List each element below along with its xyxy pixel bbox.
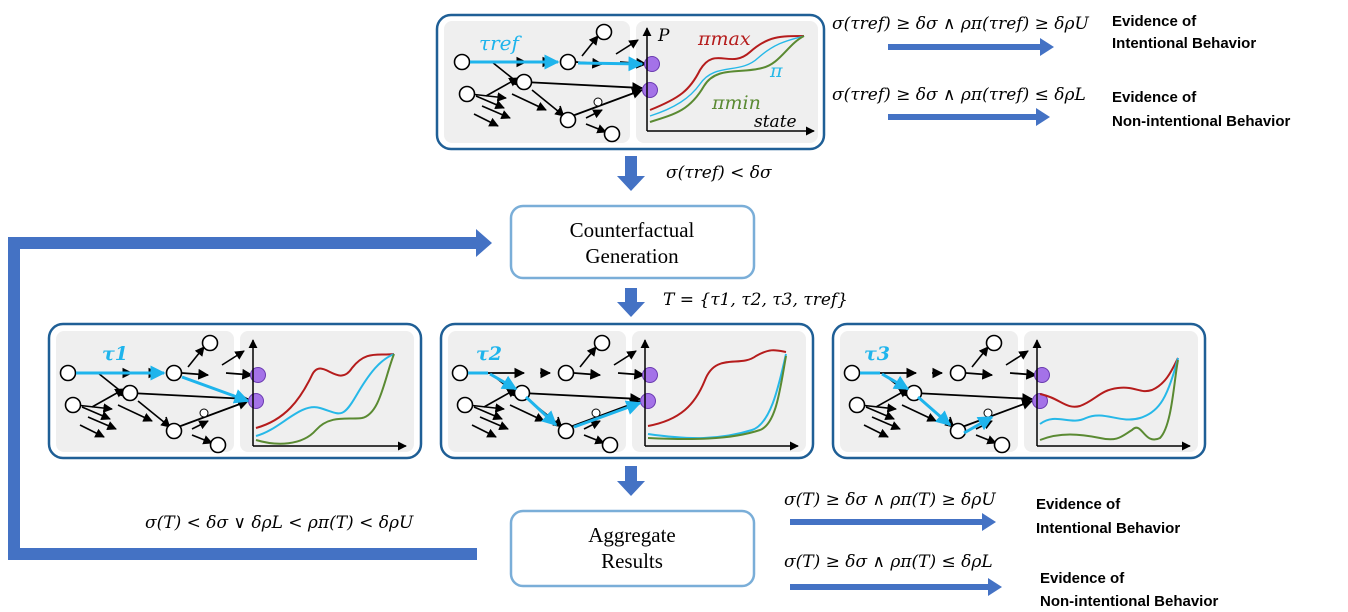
top-arrow-non-intentional [888,108,1050,126]
panel-1-trajectory-label: τ1 [102,343,128,365]
panel-3-curve-pi [1039,357,1179,425]
reference-panel: τref P state πmax π πmin [435,13,826,151]
bottom-arrow-non-intentional [790,578,1002,596]
top-condition-non-intentional: σ(τref) ≥ δσ ∧ ρπ(τref) ≤ δρL [832,85,1086,105]
top-arrow-intentional [888,38,1054,56]
bottom-evidence-intentional-line1: Evidence of [1036,496,1121,513]
top-evidence-non-intentional-line2: Non-intentional Behavior [1112,113,1291,130]
pi-label: π [769,60,783,82]
reference-trajectory-label: τref [479,31,522,55]
step-condition: σ(τref) < δσ [666,163,772,183]
panel-3-curve-pi-min [1039,359,1179,441]
top-condition-intentional: σ(τref) ≥ δσ ∧ ρπ(τref) ≥ δρU [832,14,1089,34]
aggregate-line1: Aggregate [588,523,675,547]
down-arrow-to-counterfactual [617,156,645,191]
pi-min-label: πmin [711,92,761,114]
trajectory-set-label: T = {τ1, τ2, τ3, τref} [663,290,848,310]
panel-2-trajectory-label: τ2 [476,343,502,365]
aggregate-line2: Results [601,549,663,573]
counterfactual-line2: Generation [585,244,679,268]
reference-curve-pi-max [649,35,805,111]
top-evidence-intentional-line2: Intentional Behavior [1112,35,1256,52]
bottom-condition-non-intentional: σ(T) ≥ δσ ∧ ρπ(T) ≤ δρL [784,552,993,572]
panel-3-trajectory-graph [845,336,1050,453]
panel-1-curve-pi-min [255,353,395,445]
panel-2-curve-pi-max [647,349,787,427]
panel-1-curve-pi [255,353,395,437]
reference-x-axis-label: state [754,112,797,132]
bottom-evidence-non-intentional-line1: Evidence of [1040,570,1125,587]
panel-2-curve-pi [647,353,787,440]
panel-3-trajectory-label: τ3 [864,343,890,365]
counterfactual-line1: Counterfactual [570,218,695,242]
reference-curve-pi [649,35,805,117]
counterfactual-panel-1: τ1 [47,322,423,460]
aggregate-results-box [509,509,756,588]
loop-condition: σ(T) < δσ ∨ δρL < ρπ(T) < δρU [145,513,414,533]
panel-3-curve-pi-max [1039,357,1179,408]
counterfactual-generation-box [509,204,756,280]
reference-trajectory-graph [455,25,660,142]
counterfactual-panel-2: τ2 [439,322,815,460]
panel-1-curve-pi-max [255,353,395,429]
panel-2-trajectory-graph [453,336,658,453]
panel-1-trajectory-graph [61,336,266,453]
reference-y-axis-label: P [657,26,670,46]
reference-curve-pi-min [649,35,805,123]
top-evidence-non-intentional-line1: Evidence of [1112,89,1197,106]
panel-2-curve-pi-min [647,355,787,441]
pi-max-label: πmax [697,28,751,50]
bottom-condition-intentional: σ(T) ≥ δσ ∧ ρπ(T) ≥ δρU [784,490,996,510]
top-evidence-intentional-line1: Evidence of [1112,13,1197,30]
bottom-arrow-intentional [790,513,996,531]
counterfactual-panel-3: τ3 [831,322,1207,460]
down-arrow-to-aggregate [617,466,645,496]
bottom-evidence-non-intentional-line2: Non-intentional Behavior [1040,593,1219,610]
down-arrow-to-counterfactuals [617,288,645,317]
reference-chart-bg [636,21,818,143]
bottom-evidence-intentional-line2: Intentional Behavior [1036,520,1180,537]
